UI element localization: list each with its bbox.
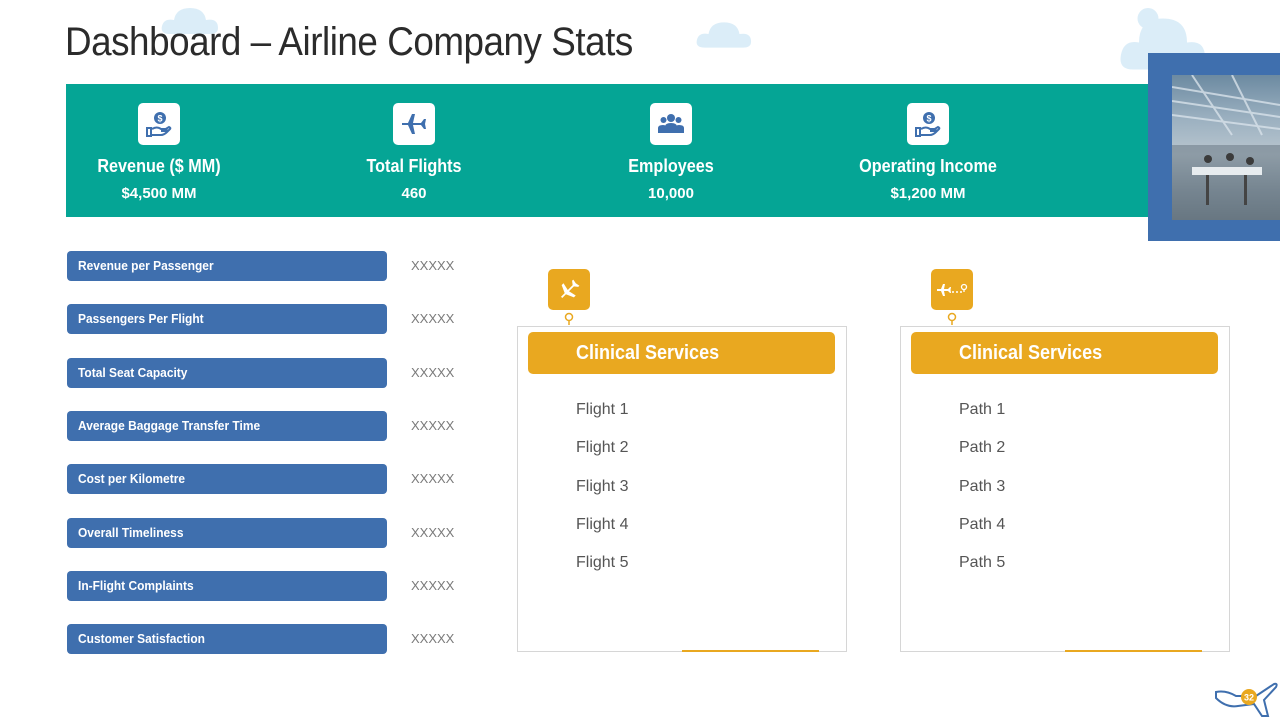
metric-label-customer-satisfaction: Customer Satisfaction xyxy=(67,624,387,654)
stat-operating-income: $ Operating Income $1,200 MM xyxy=(818,84,1038,217)
stat-label: Operating Income xyxy=(859,156,997,176)
metric-value: XXXXX xyxy=(411,418,455,433)
page-number: 32 xyxy=(1244,693,1254,703)
airplane-icon xyxy=(548,269,590,310)
list-item: Path 5 xyxy=(959,554,1006,572)
stat-label: Revenue ($ MM) xyxy=(97,156,221,176)
metric-label-average-baggage-transfer-time: Average Baggage Transfer Time xyxy=(67,411,387,441)
list-item: Flight 4 xyxy=(576,515,629,533)
metric-value: XXXXX xyxy=(411,258,455,273)
list-item: Flight 1 xyxy=(576,401,629,418)
card-accent-line xyxy=(1065,650,1202,652)
photo-frame xyxy=(1148,53,1280,241)
lightbulb-icon xyxy=(947,312,957,325)
stat-revenue: $ Revenue ($ MM) $4,500 MM xyxy=(49,84,269,217)
paths-card: Clinical Services Path 1 Path 2 Path 3 P… xyxy=(900,326,1230,652)
office-photo xyxy=(1172,75,1280,220)
stat-value: $1,200 MM xyxy=(890,185,966,202)
card-accent-line xyxy=(682,650,819,652)
stat-total-flights: Total Flights 460 xyxy=(304,84,524,217)
stat-value: 460 xyxy=(401,185,427,202)
page-title: Dashboard – Airline Company Stats xyxy=(65,20,633,64)
metric-value: XXXXX xyxy=(411,365,455,380)
metric-label-revenue-per-passenger: Revenue per Passenger xyxy=(67,251,387,281)
card-list: Flight 1 Flight 2 Flight 3 Flight 4 Flig… xyxy=(576,401,628,592)
metric-value: XXXXX xyxy=(411,525,455,540)
metric-value: XXXXX xyxy=(411,311,455,326)
cloud-decoration xyxy=(696,22,752,48)
metric-label-total-seat-capacity: Total Seat Capacity xyxy=(67,358,387,388)
card-list: Path 1 Path 2 Path 3 Path 4 Path 5 xyxy=(959,401,1005,592)
metric-label-in-flight-complaints: In-Flight Complaints xyxy=(67,571,387,601)
cloud-decoration xyxy=(161,8,218,34)
employees-icon xyxy=(650,103,692,145)
svg-text:$: $ xyxy=(926,114,931,124)
metric-label-passengers-per-flight: Passengers Per Flight xyxy=(67,304,387,334)
stat-label: Total Flights xyxy=(366,156,462,176)
svg-text:$: $ xyxy=(157,114,162,124)
card-header: Clinical Services xyxy=(911,332,1218,374)
flights-card: Clinical Services Flight 1 Flight 2 Flig… xyxy=(517,326,847,652)
lightbulb-icon xyxy=(564,312,574,325)
metric-value: XXXXX xyxy=(411,631,455,646)
money-hand-icon: $ xyxy=(138,103,180,145)
metric-value: XXXXX xyxy=(411,471,455,486)
list-item: Flight 5 xyxy=(576,554,629,572)
metric-label-cost-per-kilometre: Cost per Kilometre xyxy=(67,464,387,494)
card-header: Clinical Services xyxy=(528,332,835,374)
stat-employees: Employees 10,000 xyxy=(561,84,781,217)
stats-band: $ Revenue ($ MM) $4,500 MM Total Flights… xyxy=(66,84,1156,217)
list-item: Path 1 xyxy=(959,401,1006,418)
list-item: Path 2 xyxy=(959,439,1006,457)
airplane-icon xyxy=(393,103,435,145)
list-item: Flight 3 xyxy=(576,477,629,495)
metric-label-overall-timeliness: Overall Timeliness xyxy=(67,518,387,548)
flight-path-icon xyxy=(931,269,973,310)
metric-value: XXXXX xyxy=(411,578,455,593)
page-number-airplane-icon: 32 xyxy=(1215,682,1278,717)
list-item: Flight 2 xyxy=(576,439,629,457)
stat-value: $4,500 MM xyxy=(121,185,197,202)
money-hand-icon: $ xyxy=(907,103,949,145)
stat-value: 10,000 xyxy=(648,185,694,202)
list-item: Path 3 xyxy=(959,477,1006,495)
stat-label: Employees xyxy=(628,156,714,176)
list-item: Path 4 xyxy=(959,515,1006,533)
